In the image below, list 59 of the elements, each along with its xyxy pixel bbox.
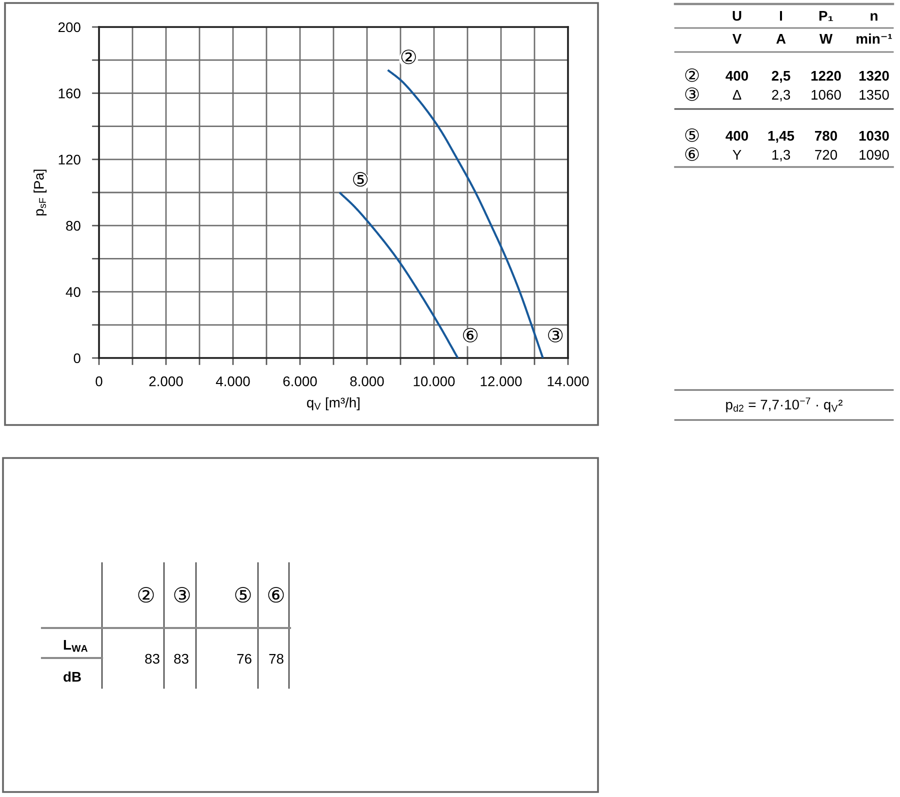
category-label: P₁ [819, 11, 834, 22]
x-tick-label: 12.000 [480, 376, 522, 386]
category-label: L$_{WA}$ [64, 640, 88, 652]
text: Y [732, 150, 742, 160]
text: 400 [726, 130, 748, 141]
category-label: ② [138, 587, 154, 603]
text: 83 [145, 654, 160, 664]
text: 1,45 [768, 131, 794, 143]
category-label: n [870, 13, 878, 21]
y-tick-label: 160 [58, 88, 80, 98]
text: 83 [174, 654, 188, 664]
text: 400 [726, 70, 748, 81]
category-label: U [732, 11, 742, 21]
x-tick-label: 2.000 [149, 376, 183, 386]
category-label: ⑥ [685, 147, 699, 161]
text: 1350 [860, 90, 889, 100]
category-label: ③ [685, 87, 699, 101]
text: V [732, 34, 742, 44]
text: 780 [815, 130, 838, 141]
category-label: ⑤ [685, 128, 699, 142]
annotation: ⑤ [353, 172, 368, 187]
x-tick-label: 10.000 [414, 376, 455, 386]
category-label: I [780, 11, 782, 21]
text: 1060 [812, 90, 841, 100]
text: 78 [269, 654, 284, 664]
x-tick-label: 4.000 [216, 376, 250, 386]
category-label: ⑥ [268, 587, 284, 603]
text: 720 [815, 150, 838, 160]
y-tick-label: 120 [58, 154, 80, 165]
y-axis-title: p$_{sF}$ [Pa] [34, 170, 47, 216]
text: 2,5 [772, 70, 790, 83]
x-tick-label: 0 [96, 376, 102, 386]
x-tick-label: 6.000 [283, 376, 317, 386]
text: min⁻¹ [856, 34, 892, 44]
text: 1030 [859, 130, 889, 141]
text: dB [64, 672, 81, 682]
text: 1220 [811, 70, 841, 81]
y-tick-label: 200 [58, 22, 80, 32]
text: 76 [237, 654, 252, 664]
text: A [776, 34, 786, 44]
annotation: ⑥ [463, 328, 478, 342]
text: W [819, 34, 833, 44]
x-tick-label: 14.000 [548, 376, 589, 386]
category-label: ③ [174, 587, 190, 603]
text: p$_{d2}$ = 7,7·10$^{−7}$ · q$_{V}$² [726, 398, 842, 412]
y-tick-label: 0 [74, 353, 80, 364]
text: 1320 [859, 70, 889, 81]
annotation: ③ [548, 328, 563, 342]
text: 1,3 [772, 150, 790, 162]
category-label: ⑤ [235, 587, 251, 603]
text: 1090 [860, 150, 889, 160]
x-axis-title: q$_{V}$ [m³/h] [307, 397, 360, 410]
annotation: ② [401, 50, 416, 64]
y-tick-label: 80 [66, 220, 80, 231]
text: Δ [732, 90, 742, 100]
y-tick-label: 40 [66, 287, 80, 297]
x-tick-label: 8.000 [350, 376, 384, 386]
category-label: ② [685, 68, 699, 82]
text: 2,3 [772, 90, 790, 102]
